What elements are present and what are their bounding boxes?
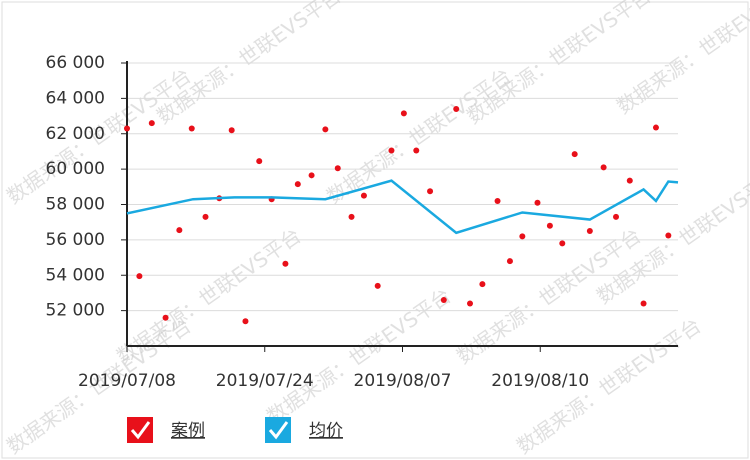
point	[600, 164, 607, 171]
legend-label[interactable]: 案例	[171, 421, 205, 441]
point	[188, 125, 195, 132]
point	[626, 177, 633, 184]
legend-label[interactable]: 均价	[309, 421, 343, 441]
point	[202, 213, 209, 220]
point	[586, 228, 593, 235]
legend-swatch[interactable]	[127, 417, 153, 443]
point	[176, 227, 183, 234]
point	[162, 314, 169, 321]
point	[571, 151, 578, 158]
point	[256, 158, 263, 165]
point	[665, 232, 672, 239]
point	[479, 281, 486, 288]
legend-item[interactable]: 均价	[265, 417, 343, 443]
point	[360, 192, 367, 199]
point	[440, 297, 447, 304]
point	[506, 258, 513, 265]
point	[466, 300, 473, 307]
y-tick-label: 58 000	[46, 195, 105, 215]
point	[282, 260, 289, 267]
point	[242, 318, 249, 325]
point	[546, 222, 553, 229]
legend-check[interactable]	[268, 421, 289, 440]
y-tick-label: 52 000	[46, 301, 105, 321]
point	[640, 300, 647, 307]
point	[322, 126, 329, 133]
point	[294, 181, 301, 188]
line	[126, 179, 679, 235]
point	[124, 125, 130, 132]
point	[136, 273, 143, 280]
legend-item[interactable]: 案例	[127, 417, 205, 443]
point	[519, 233, 526, 240]
y-tick-label: 60 000	[46, 159, 105, 179]
y-tick-label: 54 000	[46, 265, 105, 285]
x-tick-label: 2019/08/10	[491, 371, 589, 391]
point	[228, 127, 235, 134]
point	[559, 240, 566, 247]
y-tick-label: 66 000	[46, 53, 105, 73]
legend-check[interactable]	[130, 421, 151, 440]
x-tick-label: 2019/07/24	[216, 371, 314, 391]
y-tick-label: 56 000	[46, 230, 105, 250]
point	[148, 120, 155, 127]
point	[400, 110, 407, 117]
point	[534, 199, 541, 206]
point	[427, 188, 434, 195]
point	[413, 147, 420, 154]
point	[453, 105, 460, 112]
legend-swatch[interactable]	[265, 417, 291, 443]
point	[388, 147, 395, 154]
point	[494, 197, 501, 204]
point	[374, 282, 381, 289]
point	[308, 172, 315, 179]
x-tick-label: 2019/08/07	[354, 371, 452, 391]
y-tick-label: 62 000	[46, 124, 105, 144]
point	[348, 213, 355, 220]
point	[652, 124, 659, 131]
point	[334, 165, 341, 172]
point	[613, 213, 620, 220]
y-tick-label: 64 000	[46, 88, 105, 108]
x-tick-label: 2019/07/08	[78, 371, 176, 391]
